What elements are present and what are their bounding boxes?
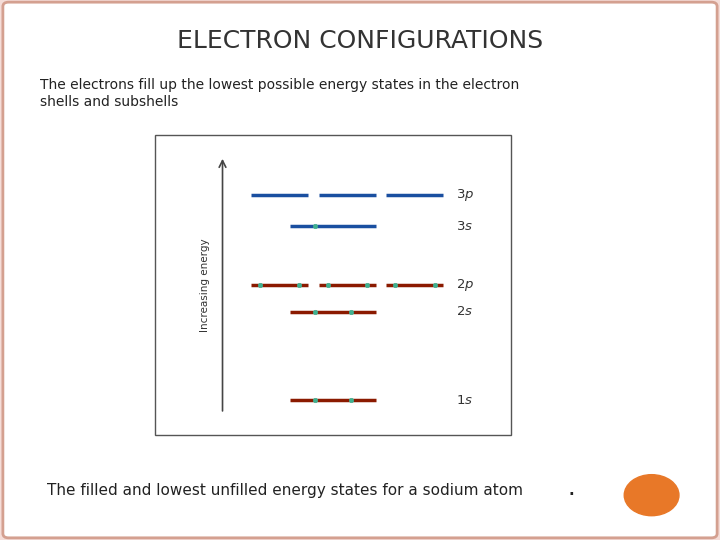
Text: $2s$: $2s$ [456,305,473,318]
Text: The filled and lowest unfilled energy states for a sodium atom: The filled and lowest unfilled energy st… [47,483,523,498]
Text: $3p$: $3p$ [456,187,474,203]
Bar [155,135,511,435]
Text: .: . [569,483,575,498]
Text: $1s$: $1s$ [456,394,473,407]
Text: ELECTRON CONFIGURATIONS: ELECTRON CONFIGURATIONS [177,29,543,52]
FancyBboxPatch shape [3,2,717,538]
Text: The electrons fill up the lowest possible energy states in the electron
shells a: The electrons fill up the lowest possibl… [40,78,519,109]
Circle shape [624,475,679,516]
Text: Increasing energy: Increasing energy [199,238,210,332]
Text: $2p$: $2p$ [456,277,474,293]
Text: $3s$: $3s$ [456,220,473,233]
